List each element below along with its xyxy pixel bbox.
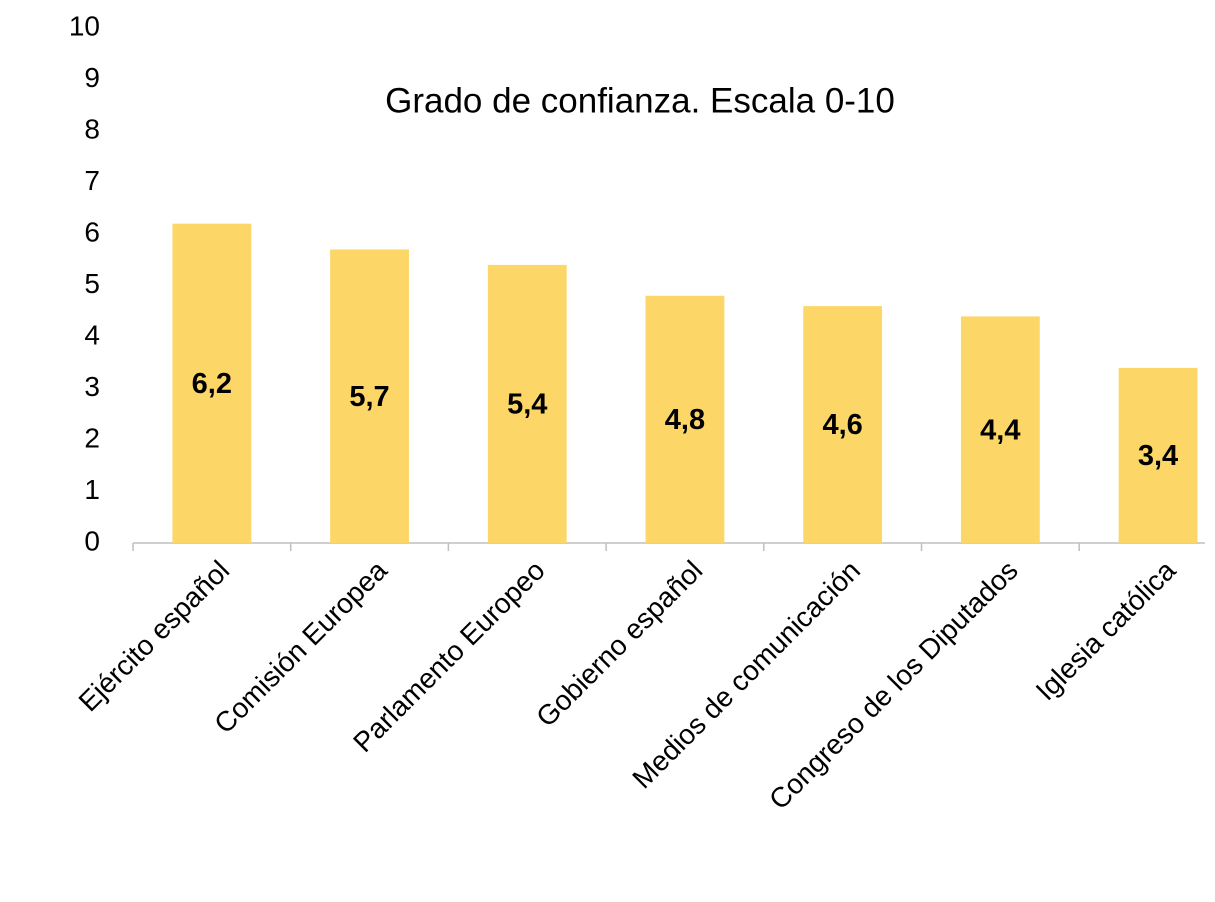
y-tick-label: 7: [84, 165, 100, 196]
x-tick-label: Iglesia católica: [1030, 554, 1182, 706]
value-label: 4,4: [980, 414, 1020, 446]
x-tick-label: Comisión Europea: [208, 554, 393, 739]
y-tick-label: 4: [84, 319, 100, 350]
y-tick-label: 5: [84, 268, 100, 299]
x-tick-label: Congreso de los Diputados: [763, 555, 1024, 816]
y-tick-label: 8: [84, 113, 100, 144]
value-label: 5,7: [349, 381, 389, 413]
x-tick-label: Ejército español: [73, 555, 236, 718]
y-tick-label: 6: [84, 216, 100, 247]
y-tick-label: 0: [84, 525, 100, 556]
y-tick-label: 1: [84, 474, 100, 505]
value-label: 5,4: [507, 389, 547, 421]
bar: [1118, 367, 1198, 543]
value-label: 6,2: [192, 368, 232, 400]
bar: [645, 295, 725, 543]
value-label: 4,6: [822, 409, 862, 441]
bar: [803, 306, 883, 543]
y-tick-label: 3: [84, 371, 100, 402]
bar: [172, 223, 252, 543]
bar: [330, 249, 409, 543]
chart-title: Grado de confianza. Escala 0-10: [385, 81, 895, 120]
value-label: 3,4: [1138, 440, 1178, 472]
y-tick-label: 2: [84, 422, 100, 453]
bar: [487, 264, 567, 543]
y-tick-label: 9: [84, 62, 100, 93]
x-tick-label: Gobierno español: [530, 555, 708, 733]
y-tick-label: 10: [69, 10, 100, 41]
bar: [960, 316, 1040, 543]
value-label: 4,8: [665, 404, 705, 436]
